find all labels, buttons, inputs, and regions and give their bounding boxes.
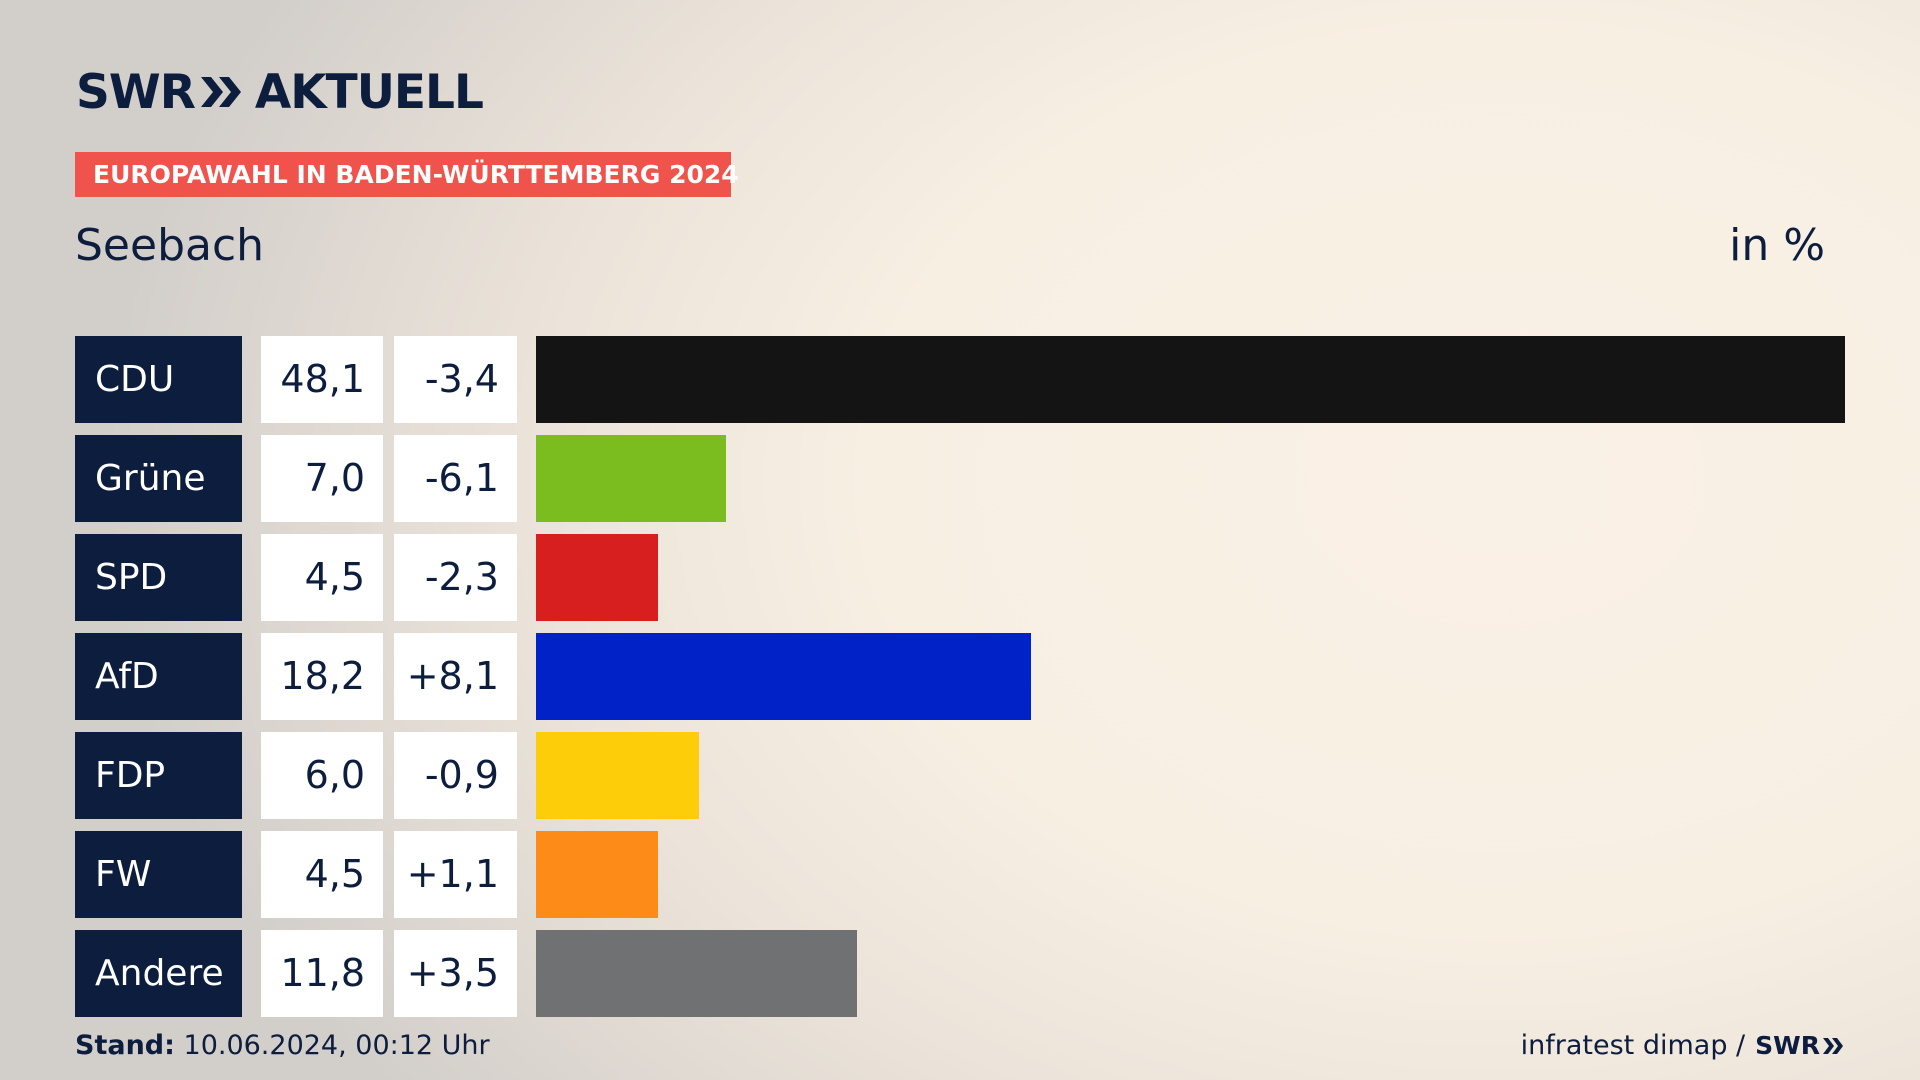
logo-aktuell-text: AKTUELL (254, 64, 484, 120)
party-label: FW (75, 831, 242, 918)
vote-change: +1,1 (394, 831, 517, 918)
vote-share: 7,0 (261, 435, 383, 522)
vote-change: -2,3 (394, 534, 517, 621)
vote-change: +8,1 (394, 633, 517, 720)
result-bar (536, 930, 857, 1017)
vote-share: 6,0 (261, 732, 383, 819)
result-bar (536, 633, 1031, 720)
result-bar (536, 732, 699, 819)
election-badge: EUROPAWAHL IN BADEN-WÜRTTEMBERG 2024 (75, 152, 739, 197)
party-label: Grüne (75, 435, 242, 522)
vote-change: -0,9 (394, 732, 517, 819)
vote-change: -6,1 (394, 435, 517, 522)
source-brand-text: SWR (1755, 1031, 1820, 1060)
result-bar (536, 435, 726, 522)
stand-value: 10.06.2024, 00:12 Uhr (183, 1030, 490, 1061)
source-brand: SWR (1755, 1031, 1844, 1060)
party-label: CDU (75, 336, 242, 423)
region-title: Seebach (75, 220, 265, 271)
vote-share: 4,5 (261, 534, 383, 621)
party-label: SPD (75, 534, 242, 621)
small-double-chevron-icon (1823, 1037, 1843, 1054)
logo-swr-text: SWR (76, 64, 196, 120)
vote-change: +3,5 (394, 930, 517, 1017)
double-chevron-icon (200, 77, 241, 107)
vote-share: 11,8 (261, 930, 383, 1017)
result-bar (536, 534, 658, 621)
source-credit: infratest dimap / SWR (1521, 1030, 1844, 1061)
result-bar (536, 336, 1845, 423)
unit-label: in % (1729, 220, 1825, 271)
party-label: FDP (75, 732, 242, 819)
stand-label: Stand: (75, 1030, 175, 1061)
vote-share: 4,5 (261, 831, 383, 918)
party-label: Andere (75, 930, 242, 1017)
vote-share: 48,1 (261, 336, 383, 423)
party-label: AfD (75, 633, 242, 720)
vote-change: -3,4 (394, 336, 517, 423)
vote-share: 18,2 (261, 633, 383, 720)
timestamp: Stand: 10.06.2024, 00:12 Uhr (75, 1030, 490, 1061)
result-bar (536, 831, 658, 918)
source-text: infratest dimap / (1520, 1030, 1746, 1061)
swr-aktuell-logo: SWR AKTUELL (76, 64, 484, 120)
